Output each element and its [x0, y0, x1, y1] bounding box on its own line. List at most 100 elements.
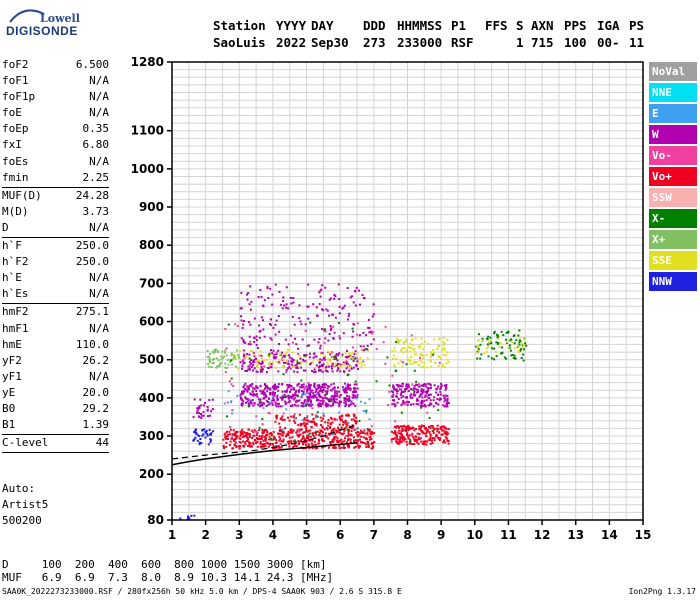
echo-point — [319, 429, 322, 432]
echo-point — [251, 399, 254, 401]
echo-point — [356, 427, 359, 430]
echo-point — [246, 298, 249, 301]
echo-point — [295, 400, 298, 403]
echo-point — [238, 350, 241, 352]
echo-point — [420, 406, 422, 409]
echo-point — [344, 403, 347, 405]
echo-point — [413, 350, 416, 353]
param-value: N/A — [89, 321, 109, 335]
echo-point — [327, 399, 330, 402]
echo-point — [206, 406, 209, 408]
echo-point — [279, 429, 281, 431]
echo-point — [331, 398, 334, 401]
echo-point — [301, 338, 304, 341]
echo-point — [447, 402, 450, 405]
echo-point — [247, 440, 250, 443]
echo-point — [372, 303, 375, 306]
echo-point — [298, 317, 301, 320]
echo-point — [268, 353, 271, 356]
echo-point — [264, 442, 267, 445]
echo-point — [190, 514, 193, 517]
echo-point — [431, 442, 434, 445]
echo-point — [251, 350, 254, 353]
echo-point — [343, 429, 346, 432]
echo-point — [258, 324, 261, 327]
echo-point — [261, 418, 264, 421]
echo-point — [414, 353, 417, 356]
param-row: foF1 N/A — [2, 73, 109, 89]
echo-point — [335, 431, 338, 434]
echo-point — [443, 432, 446, 435]
echo-point — [445, 354, 448, 357]
echo-point — [427, 382, 430, 385]
echo-point — [224, 366, 227, 369]
echo-point — [238, 445, 240, 448]
echo-point — [362, 410, 365, 412]
echo-point — [409, 342, 412, 345]
echo-point — [194, 436, 197, 439]
echo-point — [250, 429, 253, 432]
echo-point — [330, 441, 333, 443]
echo-point — [266, 442, 269, 445]
echo-point — [330, 431, 333, 433]
echo-point — [337, 362, 340, 365]
echo-point — [333, 364, 336, 367]
echo-point — [263, 299, 266, 302]
echo-point — [395, 434, 398, 436]
echo-point — [213, 351, 216, 354]
echo-point — [411, 383, 414, 386]
echo-point — [446, 431, 449, 434]
echo-point — [515, 339, 518, 342]
echo-point — [331, 364, 334, 367]
echo-point — [400, 440, 403, 443]
echo-point — [282, 394, 285, 397]
echo-point — [432, 430, 435, 432]
echo-point — [267, 355, 270, 358]
echo-point — [316, 314, 318, 317]
echo-point — [263, 445, 266, 448]
echo-point — [248, 436, 251, 438]
echo-point — [319, 347, 322, 350]
echo-point — [249, 393, 252, 396]
echo-point — [486, 343, 489, 346]
echo-point — [249, 392, 252, 395]
echo-point — [266, 401, 269, 403]
echo-point — [362, 331, 365, 334]
echo-point — [363, 441, 366, 444]
echo-point — [292, 393, 295, 396]
echo-point — [415, 383, 418, 386]
echo-point — [257, 403, 260, 406]
echo-cluster — [239, 283, 375, 354]
echo-point — [242, 391, 245, 394]
echo-point — [314, 391, 317, 394]
echo-point — [252, 351, 255, 354]
echo-point — [275, 446, 278, 449]
echo-point — [292, 440, 295, 443]
echo-point — [441, 433, 444, 436]
echo-point — [253, 360, 256, 363]
echo-point — [409, 396, 412, 399]
echo-point — [344, 364, 346, 366]
echo-point — [400, 349, 402, 352]
echo-point — [301, 385, 304, 388]
echo-point — [196, 411, 199, 414]
echo-point — [330, 395, 333, 398]
param-value: N/A — [89, 271, 109, 285]
echo-point — [314, 366, 317, 369]
echo-point — [238, 447, 241, 450]
echo-point — [283, 390, 286, 393]
echo-point — [390, 430, 393, 433]
echo-point — [426, 392, 429, 395]
legend-item-x-: X- — [649, 209, 697, 228]
echo-point — [270, 366, 273, 369]
echo-point — [227, 437, 229, 440]
echo-point — [415, 353, 418, 356]
echo-point — [413, 429, 416, 432]
echo-point — [339, 419, 342, 422]
echo-point — [292, 341, 294, 344]
echo-point — [306, 399, 309, 402]
echo-point — [306, 402, 309, 405]
echo-point — [510, 338, 513, 341]
echo-point — [290, 430, 293, 433]
param-row: h`F 250.0 — [2, 238, 109, 254]
